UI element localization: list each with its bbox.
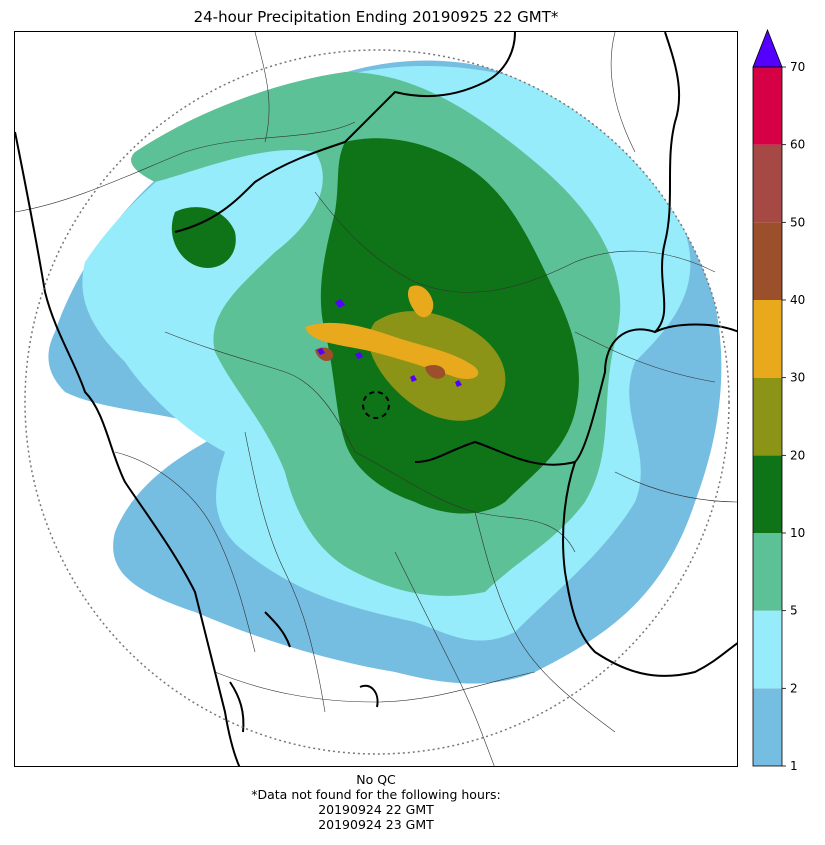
colorbar: 1 2 5 10 20 30 40 50 60 70: [752, 28, 805, 773]
colorbar-bin: [753, 144, 782, 223]
precipitation-map: [15, 32, 737, 766]
colorbar-bin: [753, 688, 782, 766]
state-boundaries: [15, 32, 737, 766]
colorbar-bin: [753, 67, 782, 145]
precip-area-10-20-west: [171, 207, 236, 268]
map-panel: [14, 31, 738, 767]
chart-title: 24-hour Precipitation Ending 20190925 22…: [193, 8, 559, 26]
colorbar-tick-label: 70: [790, 60, 805, 74]
precip-area-30-40: [305, 322, 479, 379]
colorbar-frame: [752, 66, 783, 767]
colorbar-bin: [753, 377, 782, 456]
colorbar-bin: [753, 222, 782, 300]
colorbar-tick-label: 20: [790, 448, 805, 462]
missing-data-note: *Data not found for the following hours:: [251, 787, 501, 802]
missing-hour-1: 20190924 22 GMT: [318, 802, 434, 817]
colorbar-bins: [752, 28, 783, 767]
colorbar-tick-label: 5: [790, 604, 798, 618]
precip-area-30-40-b: [407, 285, 434, 318]
colorbar-tick-label: 40: [790, 293, 805, 307]
missing-hour-2: 20190924 23 GMT: [318, 817, 434, 832]
colorbar-bin: [753, 455, 782, 533]
colorbar-ticks: 1 2 5 10 20 30 40 50 60 70: [782, 60, 805, 773]
district-boundaries: [15, 32, 737, 766]
footnote: No QC *Data not found for the following …: [14, 772, 738, 832]
precip-field: [48, 60, 722, 684]
colorbar-tick-label: 60: [790, 138, 805, 152]
colorbar-bin: [753, 533, 782, 611]
precip-area-40-50: [315, 347, 446, 379]
colorbar-tick-label: 30: [790, 371, 805, 385]
colorbar-bin: [753, 300, 782, 378]
range-ring: [24, 49, 730, 755]
colorbar-tick-label: 10: [790, 526, 805, 540]
colorbar-extend-max: [752, 28, 783, 68]
qc-note: No QC: [356, 772, 396, 787]
colorbar-bin: [753, 610, 782, 689]
colorbar-tick-label: 2: [790, 681, 798, 695]
colorbar-tick-label: 50: [790, 215, 805, 229]
colorbar-tick-label: 1: [790, 759, 798, 773]
radar-site-marker: [362, 391, 390, 419]
